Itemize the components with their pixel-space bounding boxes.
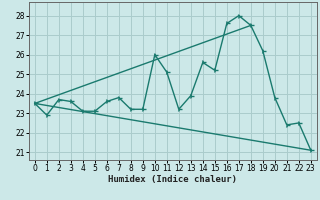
X-axis label: Humidex (Indice chaleur): Humidex (Indice chaleur) — [108, 175, 237, 184]
